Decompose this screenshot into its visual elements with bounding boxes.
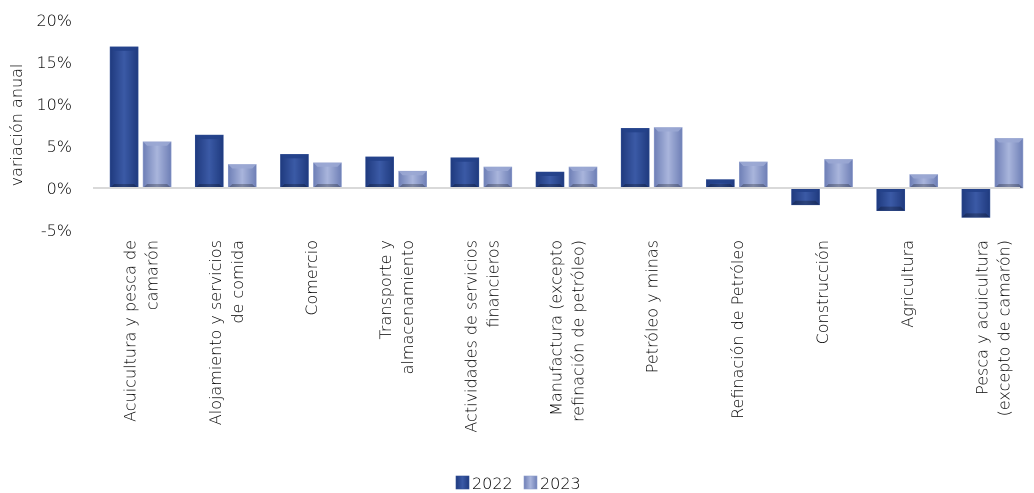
bar-2023 (909, 174, 939, 189)
category-label: Acuicultura y pesca de camarón (121, 240, 162, 422)
legend-swatch (523, 475, 538, 490)
bar-2023 (142, 141, 172, 189)
bar-2023 (568, 166, 598, 189)
category-labels: Acuicultura y pesca de camarón Alojamiento… (121, 240, 1014, 433)
y-axis-title-group: variación anual (7, 64, 26, 187)
legend-item-2022: 2022 (455, 474, 513, 493)
category-label-line: Pesca y acuicultura (972, 240, 991, 395)
category-label-line: camarón (143, 240, 162, 310)
bar-2022 (280, 154, 309, 189)
category-label: Agricultura (898, 240, 917, 328)
bar-2023 (227, 164, 257, 189)
bar-2023 (739, 161, 768, 189)
y-axis-title: variación anual (7, 64, 26, 187)
category-label-line: (excepto de camarón) (994, 240, 1013, 416)
bar-2022 (791, 187, 820, 206)
y-axis-ticks: 20% 15% 10% 5% 0% -5% (36, 11, 72, 240)
bar-2022 (109, 46, 139, 189)
bar-2022 (876, 187, 906, 211)
bar-2023 (824, 159, 853, 189)
y-tick-label: -5% (41, 221, 72, 240)
category-label-line: Acuicultura y pesca de (121, 240, 140, 422)
category-label: Refinación de Petróleo (728, 240, 747, 419)
category-label: Alojamiento y servicios de comida (206, 240, 247, 425)
category-label: Actividades de servicios financieros (461, 240, 502, 433)
legend-item-2023: 2023 (523, 474, 581, 493)
category-label-line: de comida (228, 240, 247, 324)
category-label: Pesca y acuicultura (excepto de camarón) (972, 240, 1013, 416)
legend: 2022 2023 (455, 474, 581, 493)
bar-2022 (620, 128, 650, 189)
bar-2023 (653, 127, 683, 189)
category-label: Transporte y almacenamiento (376, 240, 417, 374)
bar-2022 (365, 156, 394, 189)
category-label-line: Construcción (813, 240, 832, 344)
bar-2023 (994, 138, 1024, 189)
category-label-line: Comercio (302, 240, 321, 316)
bar-2022 (961, 187, 991, 218)
category-label-line: financieros (483, 240, 502, 328)
bar-2022 (535, 171, 565, 189)
y-tick-label: 5% (47, 137, 72, 156)
legend-label: 2023 (540, 474, 581, 493)
category-label: Comercio (302, 240, 321, 316)
category-label: Manufactura (excepto refinación de petról… (547, 240, 588, 422)
category-label-line: Manufactura (excepto (547, 240, 566, 416)
legend-swatch (455, 475, 470, 490)
bar-2022 (194, 134, 224, 189)
category-label-line: Petróleo y minas (643, 240, 662, 373)
bar-2023 (398, 170, 427, 189)
category-label-line: Agricultura (898, 240, 917, 328)
y-tick-label: 15% (36, 53, 72, 72)
category-label-line: Alojamiento y servicios (206, 240, 225, 425)
category-label-line: Actividades de servicios (461, 240, 480, 433)
category-label-line: almacenamiento (398, 240, 417, 374)
y-tick-label: 20% (36, 11, 72, 30)
bar-2022 (706, 179, 735, 189)
category-label: Petróleo y minas (643, 240, 662, 373)
category-label-line: refinación de petróleo) (569, 240, 588, 422)
category-label-line: Refinación de Petróleo (728, 240, 747, 419)
y-tick-label: 10% (36, 95, 72, 114)
legend-label: 2022 (472, 474, 513, 493)
category-label: Construcción (813, 240, 832, 344)
bars (109, 46, 1024, 218)
category-label-line: Transporte y (376, 240, 395, 339)
y-tick-label: 0% (47, 179, 72, 198)
bar-2023 (313, 162, 342, 189)
bar-2022 (450, 157, 480, 189)
bar-2023 (483, 166, 513, 189)
